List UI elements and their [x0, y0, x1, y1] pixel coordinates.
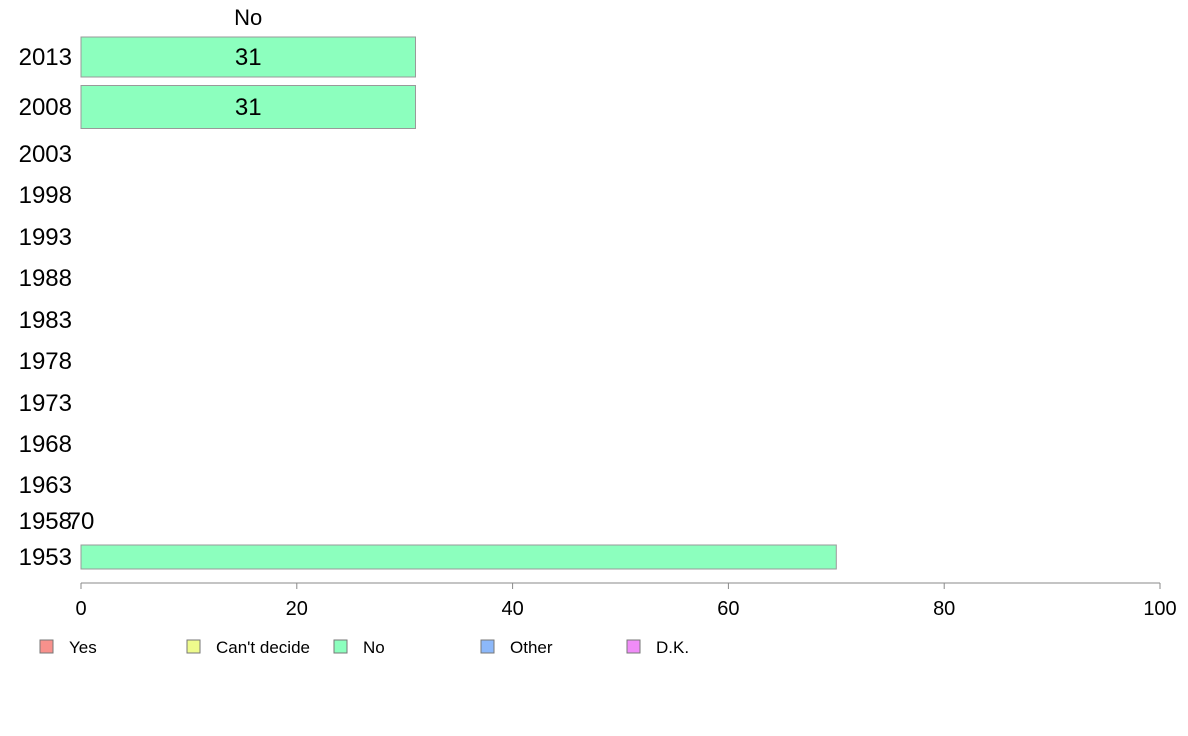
year-label-1963: 1963	[19, 472, 72, 499]
year-label-2013: 2013	[19, 44, 72, 71]
x-axis: 0 20 40 60 80 100	[75, 582, 1177, 620]
legend-swatch-yes	[39, 639, 54, 654]
x-tick-label-100: 100	[1143, 598, 1176, 620]
bar-1953-no	[80, 544, 837, 570]
x-tick-label-60: 60	[717, 598, 739, 620]
year-label-2008: 2008	[19, 94, 72, 121]
legend-label-yes: Yes	[69, 638, 97, 657]
segment-header-label: No	[234, 5, 262, 30]
year-label-1983: 1983	[19, 307, 72, 334]
legend: Yes Can't decide No Other D.K.	[39, 638, 689, 657]
data-label-2008: 31	[235, 94, 262, 121]
year-label-1958: 1958	[19, 508, 72, 535]
year-label-1968: 1968	[19, 431, 72, 458]
legend-swatch-other	[480, 639, 495, 654]
bars: 31 31 70	[68, 36, 837, 570]
data-label-2013: 31	[235, 44, 262, 71]
legend-label-other: Other	[510, 638, 553, 657]
year-label-1998: 1998	[19, 182, 72, 209]
bar-2013-no	[80, 36, 416, 78]
year-label-1993: 1993	[19, 224, 72, 251]
x-tick-label-0: 0	[75, 598, 86, 620]
year-label-1988: 1988	[19, 265, 72, 292]
x-tick-label-40: 40	[501, 598, 523, 620]
year-label-2003: 2003	[19, 141, 72, 168]
legend-label-d-k-: D.K.	[656, 638, 689, 657]
year-label-1978: 1978	[19, 348, 72, 375]
legend-swatch-d-k-	[626, 639, 641, 654]
legend-label-can-t-decide: Can't decide	[216, 638, 310, 657]
year-labels: 2013 2008 2003 1998 1993 1988 1983 1978 1973 1968…	[19, 44, 72, 571]
data-label-1958: 70	[68, 508, 95, 535]
year-label-1973: 1973	[19, 390, 72, 417]
bar-2008-no	[80, 85, 416, 129]
x-tick-label-80: 80	[933, 598, 955, 620]
year-label-1953: 1953	[19, 544, 72, 571]
x-tick-label-20: 20	[286, 598, 308, 620]
legend-label-no: No	[363, 638, 385, 657]
legend-swatch-can-t-decide	[186, 639, 201, 654]
legend-swatch-no	[333, 639, 348, 654]
